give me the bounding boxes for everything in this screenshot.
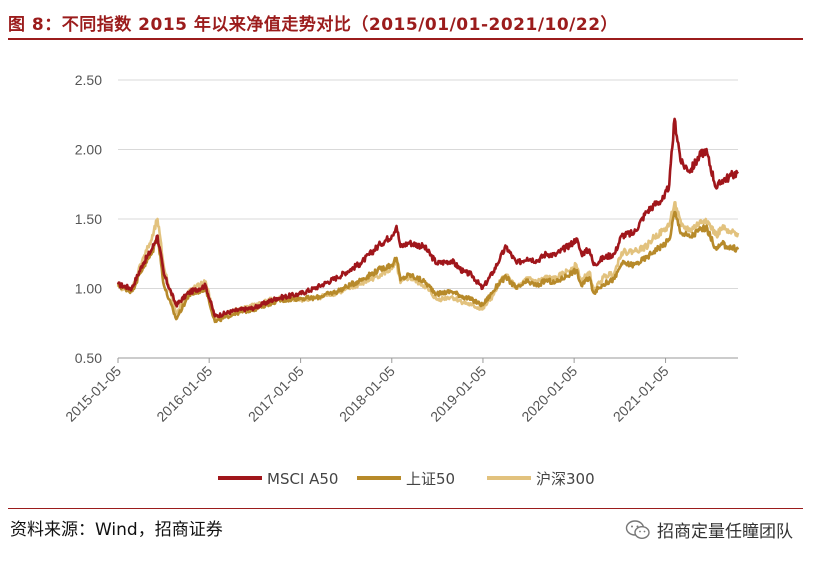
series-lines bbox=[116, 117, 740, 324]
legend-label: 沪深300 bbox=[536, 470, 595, 488]
y-axis: 0.50 1.00 1.50 2.00 2.50 bbox=[75, 72, 102, 366]
x-tick-label: 2018-01-05 bbox=[336, 363, 398, 425]
y-tick-label: 2.00 bbox=[75, 142, 102, 158]
series-line-0 bbox=[116, 117, 740, 319]
legend-label: 上证50 bbox=[406, 470, 455, 488]
x-tick-label: 2021-01-05 bbox=[610, 363, 672, 425]
x-tick-label: 2020-01-05 bbox=[518, 363, 580, 425]
x-tick-label: 2016-01-05 bbox=[153, 363, 215, 425]
x-axis: 2015-01-05 2016-01-05 2017-01-05 2018-01-05… bbox=[62, 358, 672, 425]
y-tick-label: 0.50 bbox=[75, 350, 102, 366]
chart-canvas: 0.50 1.00 1.50 2.00 2.50 2015-01-05 2016-01-0… bbox=[62, 72, 740, 488]
title-divider bbox=[8, 38, 803, 40]
y-tick-label: 1.00 bbox=[75, 281, 102, 297]
series-line-1 bbox=[116, 210, 740, 324]
x-tick-label: 2017-01-05 bbox=[245, 363, 307, 425]
legend-label: MSCI A50 bbox=[267, 470, 338, 488]
x-tick-label: 2015-01-05 bbox=[62, 363, 124, 425]
x-tick-label: 2019-01-05 bbox=[427, 363, 489, 425]
watermark: 招商定量任瞳团队 bbox=[625, 517, 793, 542]
page-title: 图 8：不同指数 2015 年以来净值走势对比（2015/01/01-2021/… bbox=[8, 15, 619, 35]
legend: MSCI A50 上证50 沪深300 bbox=[218, 470, 595, 488]
grid-lines bbox=[118, 79, 738, 359]
y-tick-label: 2.50 bbox=[75, 72, 102, 88]
wechat-icon bbox=[625, 519, 650, 539]
source-note: 资料来源：Wind，招商证券 bbox=[10, 520, 223, 540]
y-tick-label: 1.50 bbox=[75, 211, 102, 227]
footer-divider bbox=[8, 508, 803, 509]
watermark-text: 招商定量任瞳团队 bbox=[657, 522, 793, 542]
